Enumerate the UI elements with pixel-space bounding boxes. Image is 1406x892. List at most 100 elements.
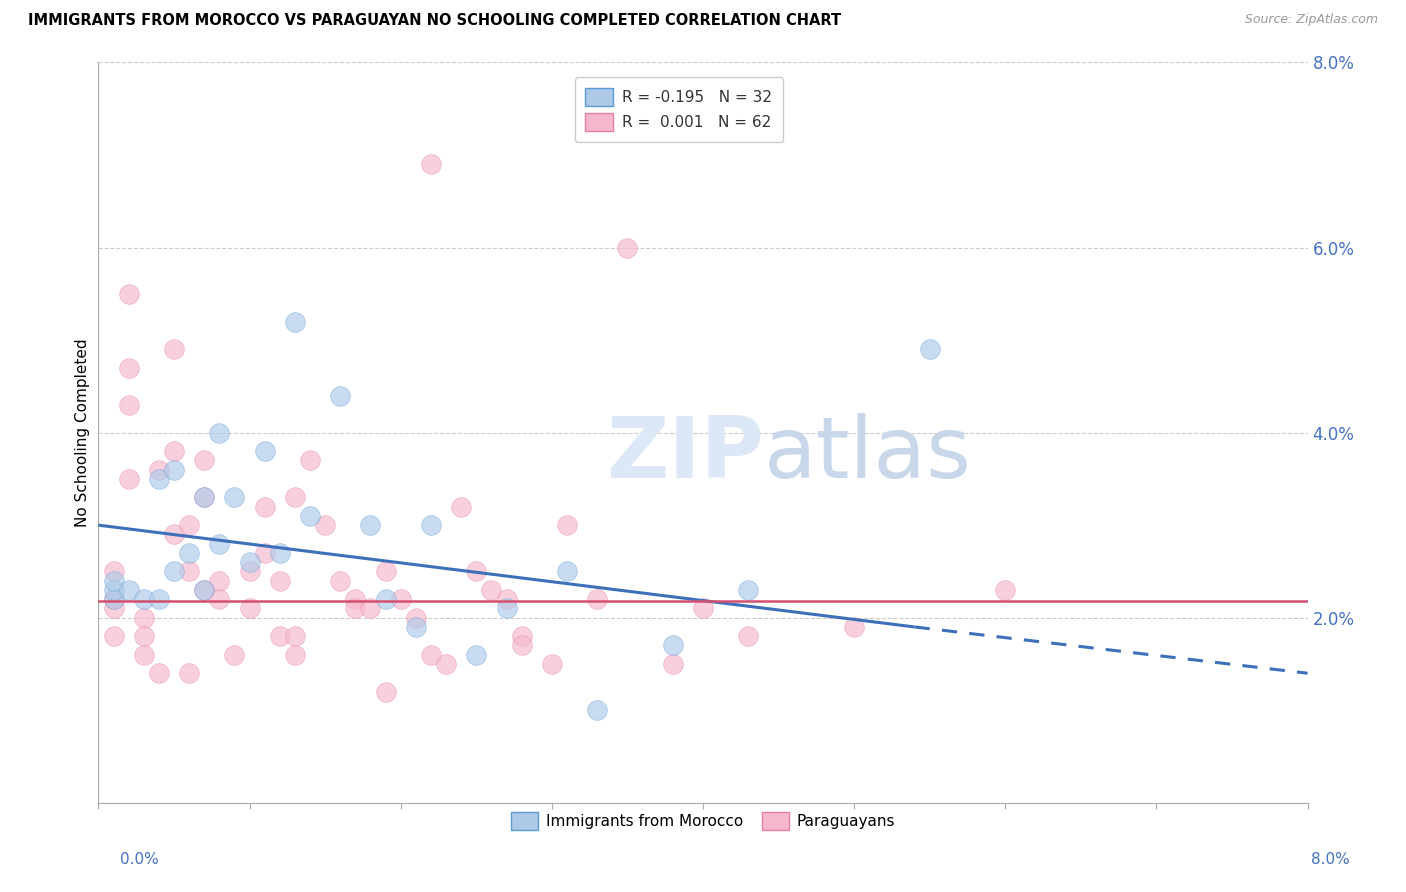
Point	[103, 592, 125, 607]
Point	[118, 398, 141, 412]
Point	[103, 592, 125, 607]
Point	[103, 582, 125, 597]
Text: atlas: atlas	[763, 413, 972, 496]
Point	[269, 574, 291, 588]
Point	[405, 620, 427, 634]
Point	[208, 592, 231, 607]
Point	[103, 601, 125, 615]
Point	[586, 592, 609, 607]
Point	[193, 453, 215, 467]
Point	[118, 472, 141, 486]
Point	[329, 574, 352, 588]
Point	[284, 314, 307, 328]
Point	[299, 453, 322, 467]
Point	[555, 565, 578, 579]
Point	[450, 500, 472, 514]
Point	[737, 629, 759, 643]
Point	[994, 582, 1017, 597]
Point	[269, 629, 291, 643]
Point	[208, 574, 231, 588]
Text: Source: ZipAtlas.com: Source: ZipAtlas.com	[1244, 13, 1378, 27]
Point	[284, 491, 307, 505]
Point	[148, 666, 170, 681]
Point	[510, 639, 533, 653]
Point	[179, 666, 201, 681]
Y-axis label: No Schooling Completed: No Schooling Completed	[75, 338, 90, 527]
Point	[208, 425, 231, 440]
Point	[253, 444, 276, 458]
Point	[389, 592, 412, 607]
Point	[405, 610, 427, 624]
Point	[118, 360, 141, 375]
Point	[132, 592, 155, 607]
Point	[420, 518, 443, 533]
Point	[253, 500, 276, 514]
Point	[179, 518, 201, 533]
Point	[118, 582, 141, 597]
Point	[163, 527, 186, 541]
Point	[148, 472, 170, 486]
Point	[224, 491, 246, 505]
Point	[103, 574, 125, 588]
Point	[495, 592, 517, 607]
Text: 8.0%: 8.0%	[1310, 852, 1350, 867]
Point	[661, 657, 683, 671]
Point	[844, 620, 866, 634]
Point	[360, 518, 382, 533]
Text: 0.0%: 0.0%	[120, 852, 159, 867]
Point	[103, 565, 125, 579]
Point	[481, 582, 503, 597]
Point	[737, 582, 759, 597]
Point	[299, 508, 322, 523]
Point	[239, 565, 262, 579]
Point	[284, 629, 307, 643]
Point	[132, 610, 155, 624]
Point	[118, 286, 141, 301]
Point	[465, 648, 488, 662]
Point	[360, 601, 382, 615]
Point	[510, 629, 533, 643]
Point	[193, 582, 215, 597]
Point	[495, 601, 517, 615]
Point	[253, 546, 276, 560]
Point	[918, 343, 941, 357]
Point	[163, 343, 186, 357]
Text: ZIP: ZIP	[606, 413, 763, 496]
Point	[148, 592, 170, 607]
Point	[465, 565, 488, 579]
Point	[314, 518, 336, 533]
Point	[329, 389, 352, 403]
Point	[540, 657, 562, 671]
Point	[239, 601, 262, 615]
Point	[374, 592, 396, 607]
Point	[344, 592, 367, 607]
Text: IMMIGRANTS FROM MOROCCO VS PARAGUAYAN NO SCHOOLING COMPLETED CORRELATION CHART: IMMIGRANTS FROM MOROCCO VS PARAGUAYAN NO…	[28, 13, 841, 29]
Legend: Immigrants from Morocco, Paraguayans: Immigrants from Morocco, Paraguayans	[505, 806, 901, 836]
Point	[374, 565, 396, 579]
Point	[284, 648, 307, 662]
Point	[692, 601, 714, 615]
Point	[103, 629, 125, 643]
Point	[616, 240, 638, 255]
Point	[179, 565, 201, 579]
Point	[193, 491, 215, 505]
Point	[132, 648, 155, 662]
Point	[208, 536, 231, 550]
Point	[148, 462, 170, 476]
Point	[163, 565, 186, 579]
Point	[420, 157, 443, 171]
Point	[132, 629, 155, 643]
Point	[269, 546, 291, 560]
Point	[420, 648, 443, 662]
Point	[179, 546, 201, 560]
Point	[193, 491, 215, 505]
Point	[586, 703, 609, 717]
Point	[193, 582, 215, 597]
Point	[555, 518, 578, 533]
Point	[374, 685, 396, 699]
Point	[163, 462, 186, 476]
Point	[239, 555, 262, 569]
Point	[344, 601, 367, 615]
Point	[661, 639, 683, 653]
Point	[224, 648, 246, 662]
